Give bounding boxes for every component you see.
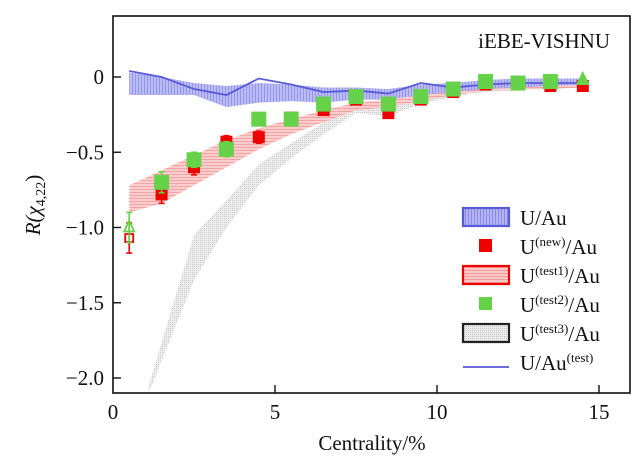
legend-label-tail: /Au (568, 293, 600, 317)
y-tick-label: −0.5 (66, 140, 104, 164)
data-point-u-test2-au (445, 81, 461, 97)
y-axis-title: R(χ4,22) (21, 175, 49, 237)
data-point-u-test2-au (154, 174, 170, 190)
legend-swatch-u-test3-au (461, 322, 511, 344)
data-point-u-test2-au (478, 74, 494, 90)
legend-label-tail: /Au (568, 264, 600, 288)
y-axis-title-sub: 4,22 (34, 182, 49, 207)
y-tick-label: −2.0 (66, 366, 104, 390)
legend-swatch-u-test1-au (461, 264, 511, 286)
legend-label-u-au-test-: U/Au(test) (520, 350, 593, 375)
legend-label-sup: (new) (535, 234, 565, 249)
data-point-u-test2-au (413, 89, 429, 105)
data-point-u-test2-au (316, 96, 332, 112)
legend-label-u-test3-au: U(test3)/Au (520, 321, 600, 346)
data-point-u-test2-au (122, 218, 136, 233)
data-point-u-test2-au (510, 75, 526, 91)
legend-label-tail: /Au (568, 322, 600, 346)
legend-label-tail: /Au (566, 235, 598, 259)
x-tick-label: 5 (270, 400, 281, 424)
legend-label-sup: (test2) (535, 292, 568, 307)
y-axis-title-close: ) (21, 175, 45, 182)
legend-label-main: U (520, 264, 535, 288)
data-point-u-new-au (155, 188, 168, 201)
axis-ticks: 0 5 10 15 0 −0.5 −1.0 −1.5 −2.0 (66, 65, 610, 424)
data-point-u-test2-au (186, 152, 202, 168)
svg-text:R(χ4,22): R(χ4,22) (21, 175, 49, 237)
data-point-u-test2-au (283, 111, 299, 127)
x-tick-label: 15 (589, 400, 610, 424)
legend-label-sup: (test3) (535, 321, 568, 336)
legend-label-sup: (test) (567, 350, 594, 365)
legend-label-sup: (test1) (535, 263, 568, 278)
band-u-test3-au (148, 84, 583, 392)
y-axis-title-chi: χ (21, 205, 45, 217)
data-point-u-test2-au (251, 111, 267, 127)
data-point-u-test2-au (575, 71, 590, 86)
data-point-u-test2-au (542, 74, 558, 90)
y-tick-label: −1.5 (66, 291, 104, 315)
legend-label-u-test1-au: U(test1)/Au (520, 263, 600, 288)
x-tick-label: 0 (108, 400, 119, 424)
legend-swatch-u-new-au (479, 239, 492, 252)
annotation-model-name: iEBE-VISHNU (478, 29, 610, 53)
legend-label-main: U (520, 293, 535, 317)
legend-swatch-u-au (461, 206, 511, 228)
legend-swatch-u-test2-au (479, 297, 492, 310)
legend: U/AuU(new)/AuU(test1)/AuU(test2)/AuU(tes… (461, 206, 600, 375)
plot-frame (112, 15, 631, 394)
legend-label-u-au: U/Au (520, 206, 567, 230)
data-point-u-test2-au (348, 89, 364, 105)
legend-label-main: U/Au (520, 206, 567, 230)
y-tick-label: −1.0 (66, 216, 104, 240)
plot-area (122, 70, 590, 392)
legend-label-main: U/Au (520, 351, 567, 375)
data-point-u-new-au (252, 131, 265, 144)
y-tick-label: 0 (94, 65, 105, 89)
legend-label-u-test2-au: U(test2)/Au (520, 292, 600, 317)
x-tick-label: 10 (427, 400, 448, 424)
x-axis-title: Centrality/% (318, 431, 425, 455)
data-point-u-test2-au (218, 141, 234, 157)
data-point-u-test2-au (380, 96, 396, 112)
legend-label-main: U (520, 235, 535, 259)
y-axis-title-r: R( (21, 213, 45, 236)
legend-label-main: U (520, 322, 535, 346)
legend-label-u-new-au: U(new)/Au (520, 234, 598, 259)
